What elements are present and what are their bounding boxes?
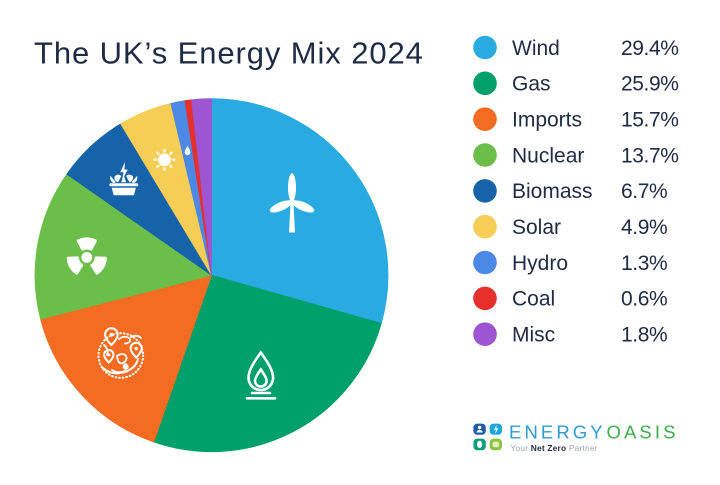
- svg-text:OASIS: OASIS: [607, 422, 679, 443]
- svg-text:ENERGY: ENERGY: [509, 422, 606, 443]
- svg-text:4.9%: 4.9%: [621, 216, 667, 239]
- svg-text:6.7%: 6.7%: [621, 180, 667, 203]
- svg-text:1.3%: 1.3%: [621, 252, 667, 275]
- svg-text:Hydro: Hydro: [512, 252, 568, 275]
- svg-text:Coal: Coal: [512, 288, 555, 311]
- svg-text:13.7%: 13.7%: [621, 144, 679, 167]
- svg-text:Wind: Wind: [512, 37, 560, 60]
- svg-text:The UK’s Energy Mix 2024: The UK’s Energy Mix 2024: [34, 36, 424, 71]
- svg-text:1.8%: 1.8%: [621, 324, 667, 347]
- svg-text:25.9%: 25.9%: [621, 73, 679, 96]
- svg-text:0.6%: 0.6%: [621, 288, 667, 311]
- svg-text:15.7%: 15.7%: [621, 109, 679, 132]
- svg-text:Solar: Solar: [512, 216, 561, 239]
- svg-text:Gas: Gas: [512, 73, 551, 96]
- svg-text:Nuclear: Nuclear: [512, 144, 584, 167]
- svg-text:29.4%: 29.4%: [621, 37, 679, 60]
- svg-text:Imports: Imports: [512, 109, 582, 132]
- svg-text:Misc: Misc: [512, 324, 555, 347]
- svg-text:Your Net Zero Partner: Your Net Zero Partner: [511, 443, 598, 453]
- svg-text:Biomass: Biomass: [512, 180, 593, 203]
